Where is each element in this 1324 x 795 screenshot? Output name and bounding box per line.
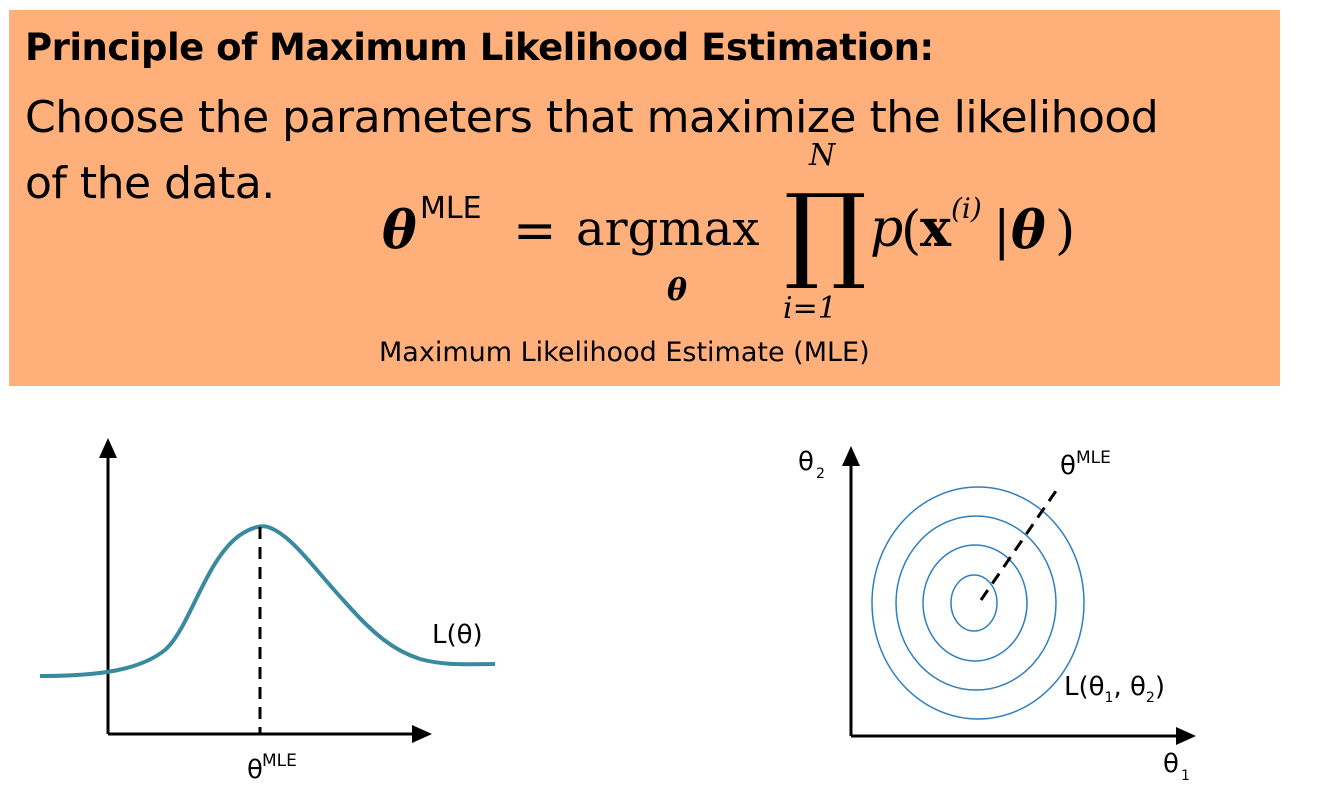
formula-equals: = bbox=[513, 201, 557, 261]
formula-theta-superscript: MLE bbox=[420, 191, 482, 226]
formula-argmax: argmax bbox=[576, 201, 760, 257]
principle-banner bbox=[9, 10, 1280, 386]
left-x-axis-arrowhead bbox=[412, 725, 432, 743]
contour-label: L(θ1, θ2) bbox=[1064, 672, 1165, 706]
formula-product-lower: i=1 bbox=[783, 291, 837, 326]
formula-theta-given: θ bbox=[1011, 200, 1046, 261]
formula-argmax-subscript: θ bbox=[667, 273, 687, 308]
likelihood-curve bbox=[39, 524, 496, 678]
contour-ring-3 bbox=[922, 544, 1028, 662]
right-y-axis-arrowhead bbox=[842, 446, 860, 466]
mle-formula: θ MLE = argmax θ N ∏ i=1 p ( x (i) | θ ) bbox=[382, 140, 1075, 326]
contour-label-sub2: 2 bbox=[1146, 690, 1155, 706]
formula-p: p bbox=[870, 199, 903, 259]
theta2-axis-subscript: 2 bbox=[816, 466, 825, 482]
curve-label: L(θ) bbox=[432, 620, 483, 650]
mle-point-label: θ bbox=[1060, 451, 1076, 481]
formula-theta: θ bbox=[382, 200, 417, 261]
contour-ring-1 bbox=[871, 486, 1085, 720]
contour-label-mid: , θ bbox=[1113, 672, 1145, 702]
contour-label-suffix: ) bbox=[1155, 672, 1165, 702]
mle-pointer-dashed-line bbox=[979, 487, 1060, 601]
contour-ring-2 bbox=[895, 515, 1057, 691]
x-marker-label: θ bbox=[247, 755, 263, 785]
formula-bar: | bbox=[993, 201, 1011, 261]
x-marker-superscript: MLE bbox=[262, 751, 297, 771]
formula-open-paren: ( bbox=[901, 201, 921, 261]
left-y-axis-arrowhead bbox=[99, 438, 117, 458]
formula-x: x bbox=[920, 198, 952, 259]
theta1-axis-subscript: 1 bbox=[1181, 768, 1190, 784]
principle-heading: Principle of Maximum Likelihood Estimati… bbox=[25, 26, 934, 69]
mle-point-superscript: MLE bbox=[1076, 448, 1111, 468]
right-contour-plot: θ 2 θ 1 θ MLE L(θ1, θ2) bbox=[798, 446, 1196, 784]
contour-label-sub1: 1 bbox=[1105, 690, 1114, 706]
principle-text-line-1: Choose the parameters that maximize the … bbox=[25, 92, 1159, 143]
mle-caption: Maximum Likelihood Estimate (MLE) bbox=[379, 337, 870, 368]
formula-product-symbol: ∏ bbox=[784, 171, 867, 293]
formula-product-upper: N bbox=[808, 140, 837, 173]
contour-label-prefix: L(θ bbox=[1064, 672, 1105, 702]
theta1-axis-label: θ bbox=[1163, 749, 1179, 779]
formula-x-superscript: (i) bbox=[951, 192, 982, 225]
likelihood-plots: L(θ) θ MLE θ 2 θ 1 θ MLE L(θ1, θ2) bbox=[39, 438, 1196, 785]
contour-ring-4 bbox=[950, 574, 998, 632]
principle-text-line-2: of the data. bbox=[25, 158, 275, 209]
formula-close-paren: ) bbox=[1055, 201, 1075, 261]
theta2-axis-label: θ bbox=[798, 447, 814, 477]
right-x-axis-arrowhead bbox=[1176, 727, 1196, 745]
left-likelihood-plot: L(θ) θ MLE bbox=[39, 438, 496, 785]
